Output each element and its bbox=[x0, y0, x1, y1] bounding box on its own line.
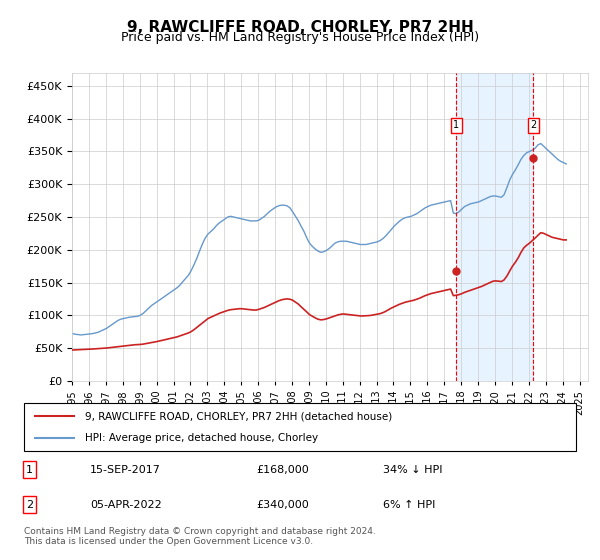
Text: 15-SEP-2017: 15-SEP-2017 bbox=[90, 465, 161, 475]
Text: 34% ↓ HPI: 34% ↓ HPI bbox=[383, 465, 442, 475]
Text: Contains HM Land Registry data © Crown copyright and database right 2024.
This d: Contains HM Land Registry data © Crown c… bbox=[24, 526, 376, 546]
Text: HPI: Average price, detached house, Chorley: HPI: Average price, detached house, Chor… bbox=[85, 433, 318, 443]
Text: £168,000: £168,000 bbox=[256, 465, 308, 475]
Text: 1: 1 bbox=[26, 465, 33, 475]
Text: 6% ↑ HPI: 6% ↑ HPI bbox=[383, 500, 435, 510]
Text: 9, RAWCLIFFE ROAD, CHORLEY, PR7 2HH: 9, RAWCLIFFE ROAD, CHORLEY, PR7 2HH bbox=[127, 20, 473, 35]
Text: £340,000: £340,000 bbox=[256, 500, 308, 510]
Text: 2: 2 bbox=[26, 500, 33, 510]
Text: 1: 1 bbox=[453, 120, 459, 130]
Text: Price paid vs. HM Land Registry's House Price Index (HPI): Price paid vs. HM Land Registry's House … bbox=[121, 31, 479, 44]
FancyBboxPatch shape bbox=[24, 403, 576, 451]
Text: 9, RAWCLIFFE ROAD, CHORLEY, PR7 2HH (detached house): 9, RAWCLIFFE ROAD, CHORLEY, PR7 2HH (det… bbox=[85, 411, 392, 421]
Text: 05-APR-2022: 05-APR-2022 bbox=[90, 500, 162, 510]
Bar bbox=[456, 73, 533, 381]
Text: 2: 2 bbox=[530, 120, 536, 130]
